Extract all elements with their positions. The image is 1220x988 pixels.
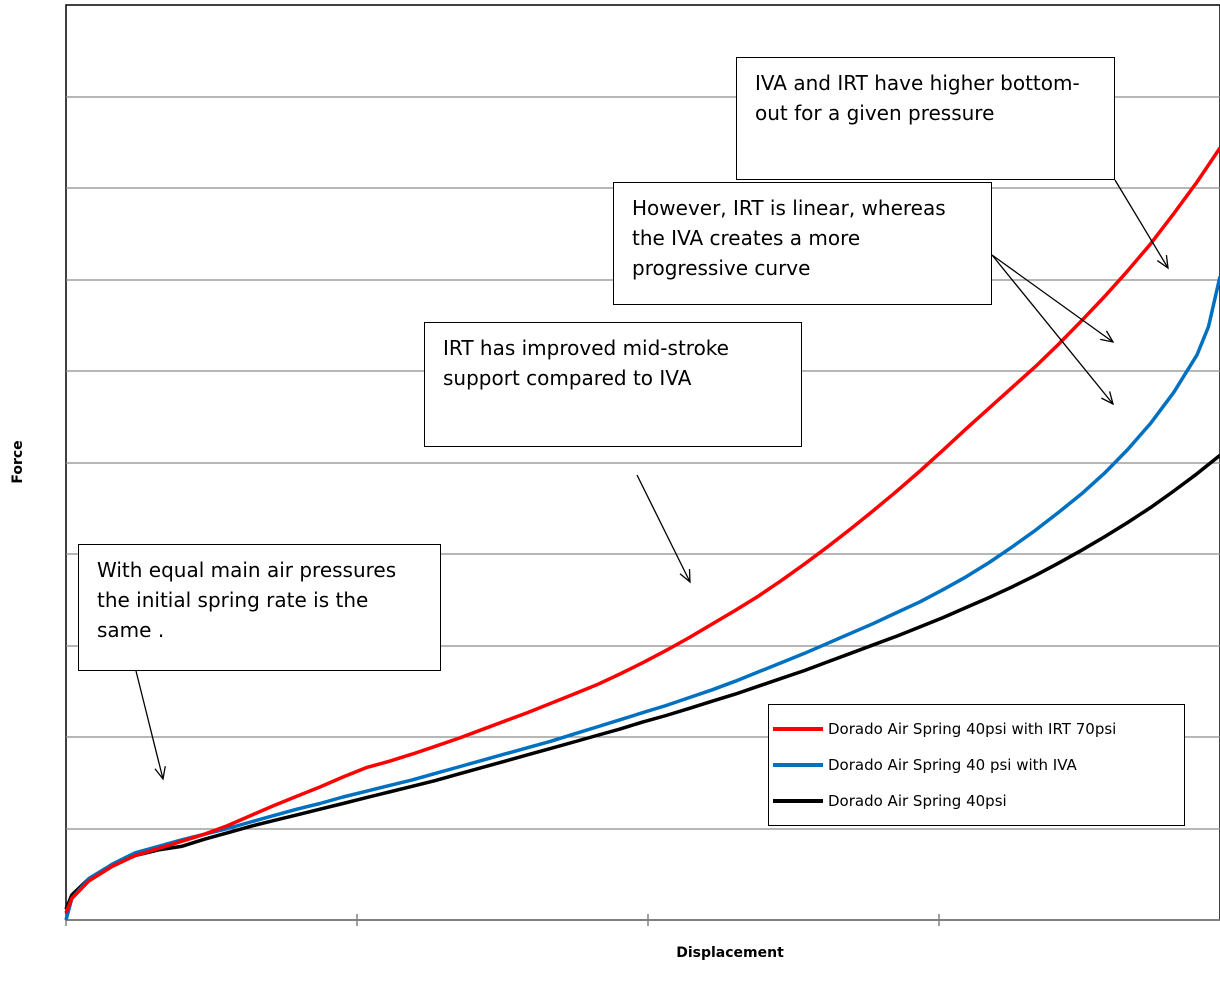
series-base-line bbox=[64, 453, 1220, 910]
series-irt-line bbox=[64, 146, 1220, 914]
legend-swatch-irt bbox=[773, 727, 823, 731]
legend: Dorado Air Spring 40psi with IRT 70psi D… bbox=[768, 704, 1185, 826]
arrow-mid-stroke bbox=[636, 474, 691, 584]
arrow-linear-to-iva bbox=[991, 254, 1115, 406]
series-lines bbox=[64, 146, 1220, 921]
x-axis-title: Displacement bbox=[676, 945, 784, 961]
annotation-bottom-out: IVA and IRT have higher bottom-out for a… bbox=[736, 57, 1115, 180]
legend-item-irt: Dorado Air Spring 40psi with IRT 70psi bbox=[769, 711, 1184, 747]
legend-label-iva: Dorado Air Spring 40 psi with IVA bbox=[828, 756, 1077, 774]
arrow-bottom-out bbox=[1114, 179, 1169, 270]
legend-item-iva: Dorado Air Spring 40 psi with IVA bbox=[769, 747, 1184, 783]
arrow-initial-rate bbox=[135, 670, 166, 781]
legend-swatch-iva bbox=[773, 763, 823, 767]
annotation-linear-vs-progressive: However, IRT is linear, whereas the IVA … bbox=[613, 182, 992, 305]
annotation-mid-stroke: IRT has improved mid-stroke support comp… bbox=[424, 322, 802, 447]
series-iva-line bbox=[64, 276, 1220, 921]
legend-label-base: Dorado Air Spring 40psi bbox=[828, 792, 1007, 810]
legend-swatch-base bbox=[773, 799, 823, 803]
arrow-linear-to-irt bbox=[991, 254, 1115, 343]
legend-item-base: Dorado Air Spring 40psi bbox=[769, 783, 1184, 819]
y-axis-title: Force bbox=[10, 440, 26, 483]
annotation-initial-rate: With equal main air pressures the initia… bbox=[78, 544, 441, 671]
annotation-arrows bbox=[135, 179, 1169, 781]
legend-label-irt: Dorado Air Spring 40psi with IRT 70psi bbox=[828, 720, 1117, 738]
